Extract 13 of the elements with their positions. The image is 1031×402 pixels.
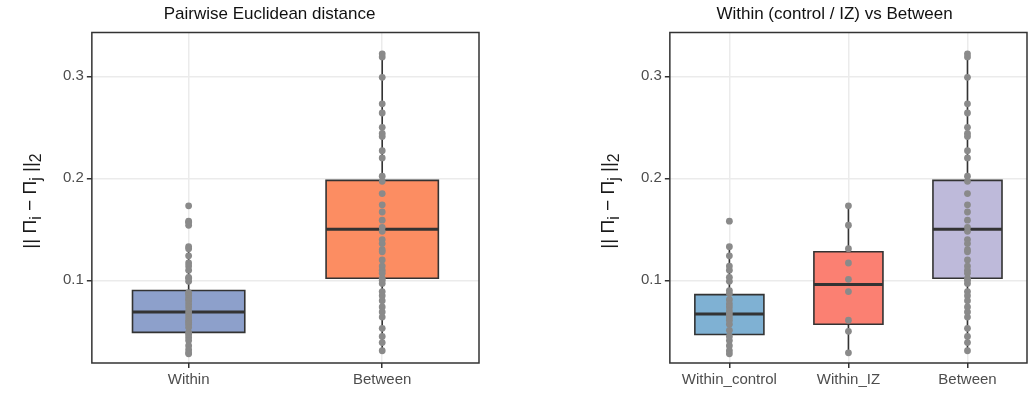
y-tick-label: 0.1 xyxy=(62,270,84,288)
x-tick-label: Between xyxy=(938,370,997,388)
chart-title: Pairwise Euclidean distance xyxy=(163,3,376,23)
y-tick-label: 0.3 xyxy=(62,66,84,84)
y-tick-label: 0.1 xyxy=(640,270,662,288)
x-tick-label: Within_control xyxy=(681,370,777,388)
x-tick-label: Within xyxy=(167,370,210,388)
y-tick-label: 0.2 xyxy=(62,168,84,186)
y-tick-label: 0.2 xyxy=(640,168,662,186)
x-tick-label: Between xyxy=(353,370,412,388)
chart-title: Within (control / IZ) vs Between xyxy=(716,3,953,23)
y-tick-label: 0.3 xyxy=(640,66,662,84)
x-tick-label: Within_IZ xyxy=(816,370,881,388)
